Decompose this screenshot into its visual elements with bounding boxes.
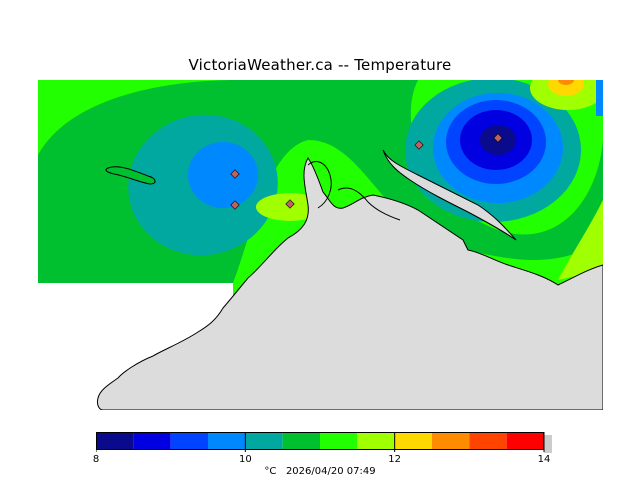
map-title: VictoriaWeather.ca -- Temperature — [188, 56, 452, 74]
legend-bin — [320, 432, 358, 450]
station-marker[interactable] — [230, 200, 240, 210]
legend-bin — [432, 432, 470, 450]
station-marker[interactable] — [230, 169, 240, 179]
station-markers — [230, 133, 503, 210]
legend-tick-label: 14 — [537, 454, 551, 465]
legend-bin — [133, 432, 171, 450]
unit-label: °C — [264, 466, 277, 477]
legend-tick-label: 10 — [238, 454, 252, 465]
legend-bin — [469, 432, 507, 450]
inlet-outline — [337, 187, 401, 221]
legend-tick-label: 8 — [92, 454, 100, 465]
legend-bin — [357, 432, 395, 450]
legend-caption: °C 2026/04/20 07:49 — [0, 466, 640, 477]
timestamp: 2026/04/20 07:49 — [285, 466, 376, 477]
station-marker[interactable] — [414, 140, 424, 150]
legend-tick-label: 12 — [388, 454, 402, 465]
legend-shadow — [544, 435, 552, 453]
peninsula-outline — [307, 161, 332, 209]
land-mass — [97, 157, 603, 410]
legend-bin — [96, 432, 134, 450]
legend-bin — [506, 432, 544, 450]
legend-bin — [170, 432, 208, 450]
legend-bin — [394, 432, 432, 450]
legend-bin — [208, 432, 246, 450]
temperature-contour-map — [38, 80, 603, 410]
legend-bin — [282, 432, 320, 450]
color-legend — [96, 432, 552, 453]
station-marker[interactable] — [285, 199, 295, 209]
coastline-detail — [382, 149, 517, 241]
legend-bins — [96, 432, 552, 453]
small-island — [105, 166, 156, 185]
legend-bin — [245, 432, 283, 450]
station-marker[interactable] — [493, 133, 503, 143]
